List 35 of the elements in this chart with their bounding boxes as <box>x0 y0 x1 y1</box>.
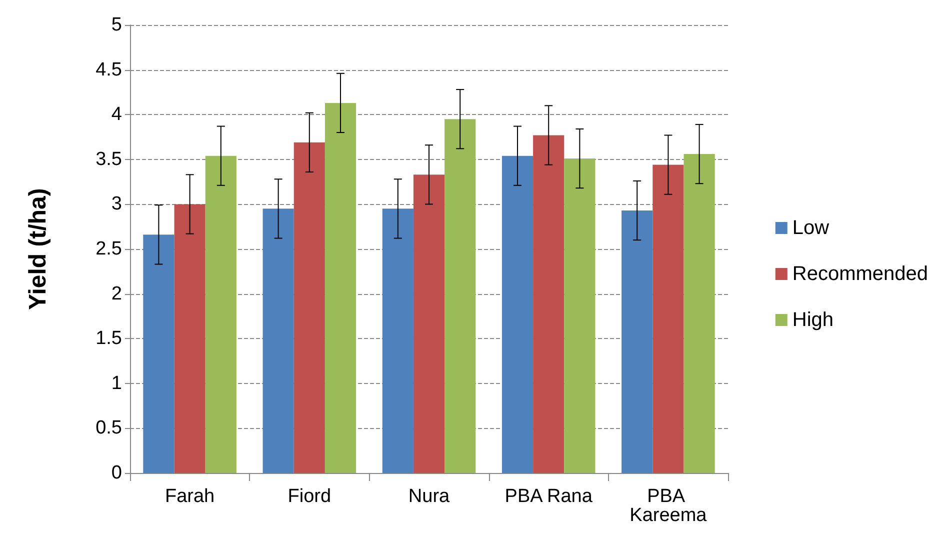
x-tick-label: PBA Kareema <box>630 486 708 526</box>
legend-label: High <box>792 309 834 331</box>
y-tick-label: 0 <box>111 462 122 484</box>
x-tick-label: PBA Rana <box>504 486 593 507</box>
bar <box>652 164 684 473</box>
y-axis-title: Yield (t/ha) <box>24 188 52 310</box>
y-tick-label: 3.5 <box>96 148 122 170</box>
y-tick-label: 2.5 <box>96 238 122 260</box>
y-tick-label: 1 <box>111 372 122 394</box>
y-tick-label: 4.5 <box>96 59 122 80</box>
x-tick-label: Nura <box>408 486 450 507</box>
y-tick-label: 2 <box>111 283 122 304</box>
bar <box>413 174 445 473</box>
bar <box>262 208 294 473</box>
bar <box>622 210 653 473</box>
bar <box>444 119 476 473</box>
y-tick-label: 0.5 <box>96 418 122 439</box>
legend-label: Low <box>792 217 830 239</box>
y-tick-label: 4 <box>111 104 122 126</box>
y-tick-label: 3 <box>111 194 122 215</box>
bar <box>143 234 174 473</box>
bar <box>294 142 325 473</box>
legend-label: Recommended <box>792 263 928 285</box>
bar <box>174 204 206 473</box>
bar <box>564 158 596 473</box>
bar <box>324 102 356 473</box>
bar <box>205 156 236 473</box>
x-tick-label: Fiord <box>288 486 332 507</box>
x-tick-label: Farah <box>164 486 215 507</box>
bar <box>533 135 564 473</box>
y-tick-label: 1.5 <box>96 328 122 350</box>
y-tick-label: 5 <box>111 14 122 36</box>
bar <box>684 154 715 473</box>
bar <box>502 156 534 473</box>
bar <box>382 208 414 473</box>
